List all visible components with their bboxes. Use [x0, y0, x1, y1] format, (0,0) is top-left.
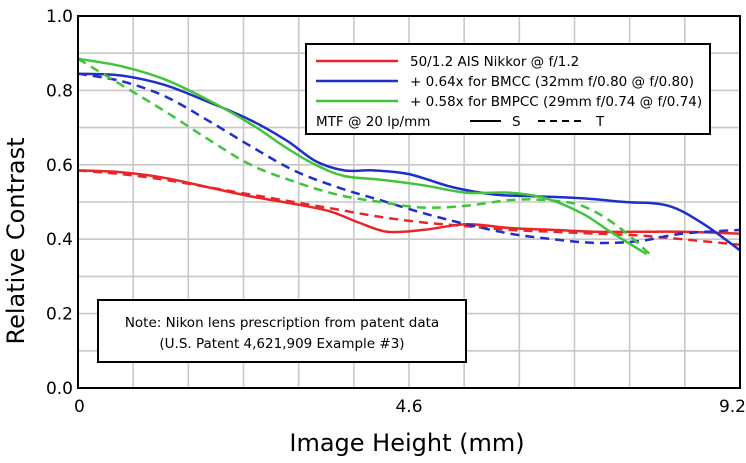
y-tick-label: 0.4 [46, 230, 73, 250]
series-lines [77, 57, 741, 259]
series-line-6 [77, 57, 655, 259]
y-tick-label: 0.8 [46, 81, 73, 101]
note-line-2: (U.S. Patent 4,621,909 Example #3) [159, 336, 404, 352]
x-axis-title: Image Height (mm) [289, 429, 524, 457]
note-box: Note: Nikon lens prescription from paten… [97, 299, 467, 363]
series-line-2 [77, 169, 741, 247]
plot-frame [77, 15, 741, 389]
legend-label-bmpcc: + 0.58x for BMPCC (29mm f/0.74 @ f/0.74) [410, 94, 702, 110]
series-line-5 [77, 57, 648, 256]
legend-style-caption: MTF @ 20 lp/mm [316, 114, 430, 130]
legend: 50/1.2 AIS Nikkor @ f/1.2 + 0.64x for BM… [305, 43, 711, 135]
legend-label-nikkor: 50/1.2 AIS Nikkor @ f/1.2 [410, 54, 579, 70]
note-line-1: Note: Nikon lens prescription from paten… [125, 315, 439, 331]
legend-label-bmcc: + 0.64x for BMCC (32mm f/0.80 @ f/0.80) [410, 74, 694, 90]
x-tick-label: 0 [74, 397, 85, 417]
legend-box [305, 43, 711, 135]
series-line-4 [77, 72, 741, 245]
legend-dashed-label: T [595, 114, 605, 130]
y-tick-labels: 0.0 0.2 0.4 0.6 0.8 1.0 [46, 7, 73, 399]
x-tick-labels: 0 4.6 9.2 [74, 397, 746, 417]
x-tick-label: 4.6 [395, 397, 422, 417]
x-tick-label: 9.2 [719, 397, 746, 417]
y-axis-title: Relative Contrast [2, 138, 30, 345]
note-frame [97, 299, 467, 363]
y-tick-label: 0.0 [46, 379, 73, 399]
y-tick-label: 1.0 [46, 7, 73, 27]
series-line-3 [77, 72, 741, 252]
y-tick-label: 0.2 [46, 305, 73, 325]
legend-solid-label: S [512, 114, 521, 130]
y-tick-label: 0.6 [46, 156, 73, 176]
